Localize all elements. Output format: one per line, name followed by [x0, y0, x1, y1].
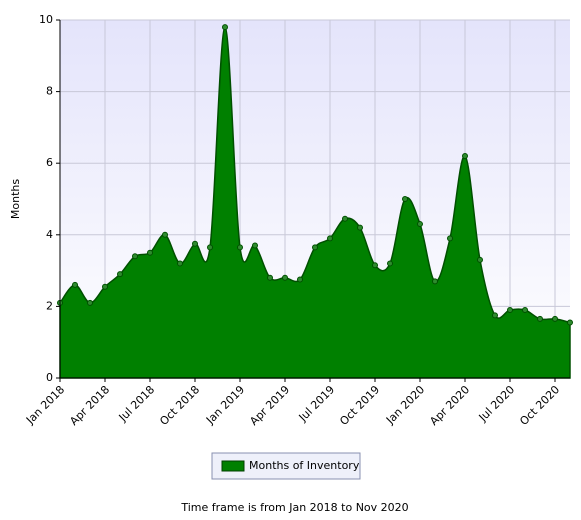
x-tick-label: Apr 2018 [67, 383, 112, 428]
x-tick-label: Oct 2019 [337, 383, 382, 428]
data-point [102, 283, 108, 290]
data-point [567, 319, 573, 326]
data-point [297, 276, 303, 283]
x-tick-label: Oct 2018 [157, 383, 202, 428]
y-tick-label: 0 [46, 371, 53, 384]
y-tick-label: 4 [46, 228, 53, 241]
data-point [147, 249, 153, 256]
x-tick-label: Jan 2019 [203, 383, 247, 427]
data-point [522, 306, 528, 313]
y-tick-label: 2 [46, 299, 53, 312]
x-tick-label: Apr 2019 [247, 383, 292, 428]
x-tick-label: Jan 2018 [23, 383, 67, 427]
data-point [372, 262, 378, 269]
data-point [387, 260, 393, 267]
data-point [507, 306, 513, 313]
data-point [327, 235, 333, 242]
x-tick-label: Jul 2020 [476, 383, 518, 425]
data-point [72, 281, 78, 288]
x-tick-label: Apr 2020 [427, 383, 472, 428]
x-tick-label: Jul 2018 [116, 383, 158, 425]
legend-swatch [221, 460, 245, 472]
data-point [132, 253, 138, 260]
x-tick-label: Oct 2020 [517, 383, 562, 428]
data-point [282, 274, 288, 281]
data-point [357, 224, 363, 231]
data-point [402, 196, 408, 202]
data-point [207, 244, 213, 251]
y-tick-label: 10 [39, 13, 53, 26]
data-point [237, 244, 243, 251]
y-tick-label: 6 [46, 156, 53, 169]
data-point [162, 231, 168, 238]
x-tick-label: Jan 2020 [383, 383, 427, 427]
data-point [417, 221, 423, 228]
x-tick-label: Jul 2019 [296, 383, 338, 425]
data-point [432, 278, 438, 285]
legend-label: Months of Inventory [249, 459, 360, 472]
data-point [462, 153, 468, 160]
data-point [342, 215, 348, 222]
data-point [312, 244, 318, 251]
data-point [222, 24, 228, 31]
footer: Time frame is from Jan 2018 to Nov 2020 [180, 501, 408, 514]
data-point [552, 315, 558, 322]
data-point [477, 256, 483, 263]
y-tick-label: 8 [46, 85, 53, 98]
data-point [447, 235, 453, 242]
data-point [177, 260, 183, 267]
y-axis-label: Months [9, 179, 22, 219]
data-point [117, 271, 123, 278]
data-point [267, 274, 273, 281]
data-point [87, 299, 93, 306]
data-point [492, 312, 498, 319]
data-point [192, 240, 198, 247]
data-point [252, 242, 258, 249]
data-point [537, 315, 543, 322]
